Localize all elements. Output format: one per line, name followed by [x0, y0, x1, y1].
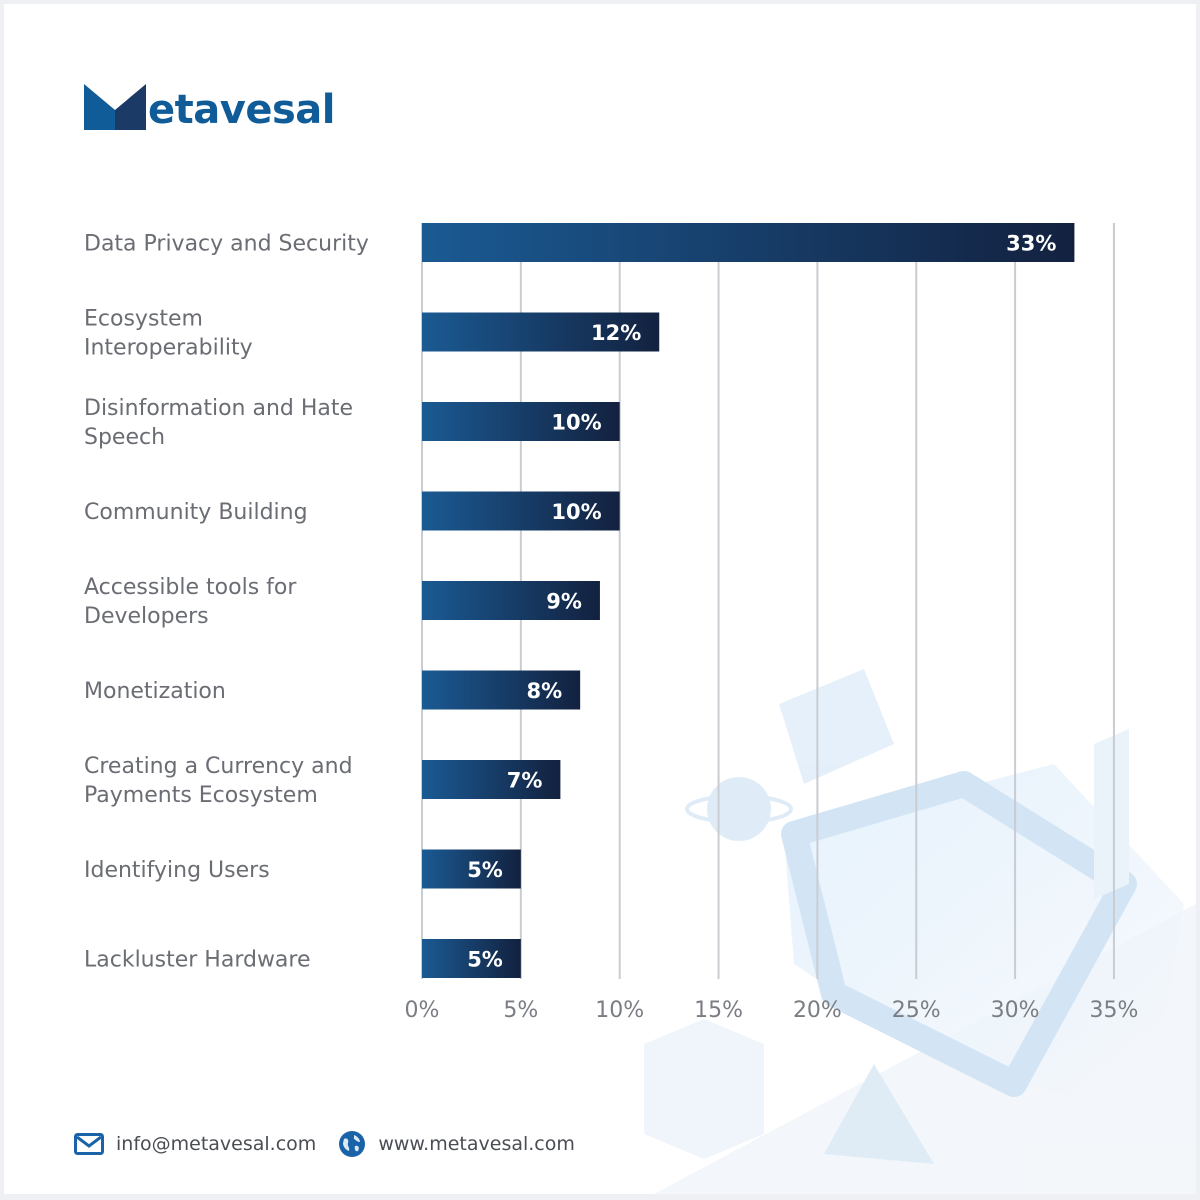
bar-value-label: 5% — [467, 948, 503, 972]
category-label-line: Developers — [84, 604, 209, 629]
category-label: Community Building — [84, 500, 308, 525]
x-tick-label: 30% — [991, 998, 1040, 1023]
bar-value-label: 7% — [507, 769, 543, 793]
category-label: Ecosystem Interoperability — [84, 307, 253, 361]
category-label-line: Ecosystem — [84, 307, 203, 332]
category-label: Accessible tools for Developers — [84, 575, 297, 629]
bar — [422, 581, 600, 620]
category-label-line: Monetization — [84, 679, 226, 704]
category-label: Creating a Currency and Payments Ecosyste… — [84, 754, 353, 808]
bar — [422, 491, 620, 531]
category-label: Monetization — [84, 679, 226, 704]
category-label-line: Accessible tools for — [84, 575, 297, 600]
mail-icon — [74, 1133, 104, 1155]
x-tick-label: 35% — [1089, 998, 1138, 1023]
bar-value-label: 10% — [551, 500, 601, 524]
bar-value-label: 10% — [551, 411, 601, 435]
bar-value-label: 5% — [467, 858, 503, 882]
bar-value-label: 12% — [591, 321, 641, 345]
bar — [422, 670, 581, 710]
category-label: Identifying Users — [84, 858, 270, 883]
contact-footer: info@metavesal.com www.metavesal.com — [74, 1130, 597, 1158]
bar — [422, 402, 620, 441]
bar — [422, 939, 521, 978]
brand-name: etavesal — [148, 87, 335, 133]
x-axis-ticks: 0% 5% 10% 15% 20% 25% 30% 35% — [405, 998, 1139, 1023]
brand-logo: etavesal — [84, 74, 335, 130]
metavesal-m-icon — [84, 84, 146, 130]
website-text[interactable]: www.metavesal.com — [378, 1133, 575, 1155]
category-label-line: Creating a Currency and — [84, 754, 353, 779]
website-contact[interactable]: www.metavesal.com — [338, 1130, 575, 1158]
bars: 33% 12% 10% 10% 9% 8% 7% 5% 5% — [422, 223, 1075, 978]
x-tick-label: 10% — [595, 998, 644, 1023]
bar — [422, 223, 1075, 262]
category-labels: Data Privacy and Security Ecosystem Intero… — [84, 232, 369, 973]
bar — [422, 312, 660, 352]
category-label-line: Payments Ecosystem — [84, 783, 318, 808]
globe-icon — [339, 1131, 366, 1157]
email-contact[interactable]: info@metavesal.com — [74, 1133, 316, 1155]
bar-value-label: 8% — [527, 679, 563, 703]
bar-value-label: 33% — [1006, 232, 1056, 256]
x-tick-label: 0% — [405, 998, 440, 1023]
x-tick-label: 15% — [694, 998, 743, 1023]
bar — [422, 760, 561, 799]
category-label-line: Data Privacy and Security — [84, 232, 369, 257]
category-label-line: Lackluster Hardware — [84, 948, 311, 973]
bar-value-label: 9% — [546, 590, 582, 614]
category-label: Data Privacy and Security — [84, 232, 369, 257]
category-label-line: Identifying Users — [84, 858, 270, 883]
category-label: Disinformation and Hate Speech — [84, 396, 353, 450]
vr-headset-illustration — [644, 669, 1196, 1194]
bar-chart: 33% 12% 10% 10% 9% 8% 7% 5% 5% Data Privacy and … — [84, 223, 1139, 1023]
category-label: Lackluster Hardware — [84, 948, 311, 973]
x-tick-label: 20% — [793, 998, 842, 1023]
bar — [422, 849, 521, 889]
category-label-line: Interoperability — [84, 336, 253, 361]
email-text[interactable]: info@metavesal.com — [116, 1133, 317, 1155]
category-label-line: Speech — [84, 425, 165, 450]
x-tick-label: 5% — [503, 998, 538, 1023]
category-label-line: Disinformation and Hate — [84, 396, 353, 421]
x-tick-label: 25% — [892, 998, 941, 1023]
infographic-card: etavesal 33% 12% 10% 10% 9% 8% 7% 5% 5% Data Pri… — [4, 4, 1196, 1194]
category-label-line: Community Building — [84, 500, 308, 525]
